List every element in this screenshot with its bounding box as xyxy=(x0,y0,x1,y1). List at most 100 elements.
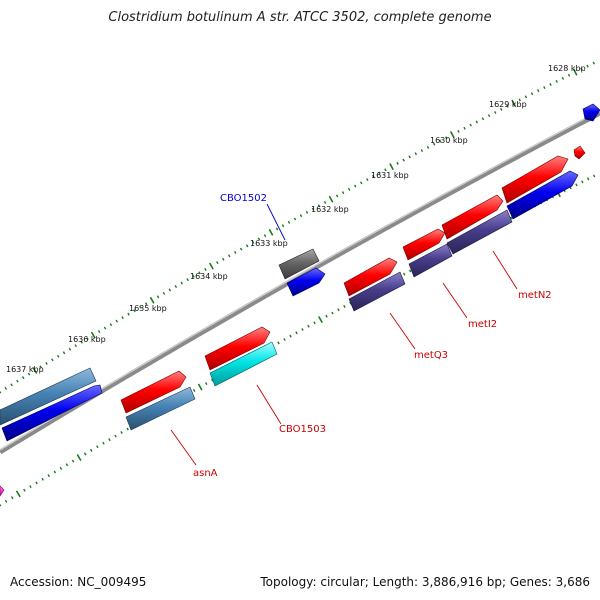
gene-feature[interactable] xyxy=(1,384,103,442)
minor-tick xyxy=(475,120,479,124)
minor-tick xyxy=(317,204,321,208)
minor-tick xyxy=(337,308,340,312)
minor-tick xyxy=(10,383,13,387)
minor-tick xyxy=(277,341,280,345)
scale-label: 1634 kbp xyxy=(190,272,228,281)
major-tick xyxy=(328,195,334,203)
minor-tick xyxy=(293,217,297,221)
minor-tick xyxy=(287,220,291,224)
minor-tick xyxy=(402,272,406,276)
scale-label: 1632 kbp xyxy=(311,205,349,214)
gene-label-metq3[interactable]: metQ3 xyxy=(414,350,448,361)
minor-tick xyxy=(323,200,327,204)
map-title: Clostridium botulinum A str. ATCC 3502, … xyxy=(108,10,492,25)
minor-tick xyxy=(96,445,99,449)
gene-feature[interactable] xyxy=(582,103,600,122)
major-tick xyxy=(32,367,38,374)
minor-tick xyxy=(402,158,405,162)
minor-tick xyxy=(35,481,38,485)
gene-feature[interactable] xyxy=(343,257,398,297)
gene-feature[interactable] xyxy=(0,485,5,497)
gene-label-cbo1503[interactable]: CBO1503 xyxy=(279,424,326,435)
minor-tick xyxy=(16,379,19,383)
major-tick xyxy=(149,296,155,304)
minor-tick xyxy=(575,183,578,187)
minor-tick xyxy=(396,161,399,165)
minor-tick xyxy=(257,237,261,241)
gene-label-asna[interactable]: asnA xyxy=(193,468,218,479)
gene-feature[interactable] xyxy=(402,228,446,261)
gene-label-metn2[interactable]: metN2 xyxy=(518,290,552,301)
scale-label: 1636 kbp xyxy=(68,335,106,344)
minor-tick xyxy=(23,488,26,492)
minor-tick xyxy=(56,354,60,358)
gene-feature[interactable] xyxy=(408,243,453,278)
minor-tick xyxy=(59,466,63,470)
label-leaders xyxy=(170,203,518,466)
major-tick xyxy=(76,454,82,462)
minor-tick xyxy=(251,240,255,244)
gene-feature[interactable] xyxy=(120,370,187,414)
minor-tick xyxy=(121,316,124,320)
gene-labels: CBO1502 metN2 metI2 metQ3 CBO1503 asnA xyxy=(193,193,552,479)
minor-tick xyxy=(444,136,448,140)
gene-feature[interactable] xyxy=(0,367,97,426)
gene-label-cbo1502[interactable]: CBO1502 xyxy=(220,193,267,204)
minor-tick xyxy=(89,448,93,452)
minor-tick xyxy=(408,269,412,273)
minor-tick xyxy=(233,250,237,254)
minor-tick xyxy=(438,139,442,143)
minor-tick xyxy=(127,312,130,316)
minor-tick xyxy=(295,331,298,335)
minor-tick xyxy=(524,95,528,99)
gene-feature[interactable] xyxy=(573,145,586,160)
minor-tick xyxy=(457,129,460,133)
minor-tick xyxy=(536,89,540,93)
gene-feature[interactable] xyxy=(204,326,271,371)
minor-tick xyxy=(10,496,14,500)
major-tick xyxy=(197,383,203,391)
gene-feature[interactable] xyxy=(125,386,196,431)
minor-tick xyxy=(372,174,375,178)
minor-tick xyxy=(83,452,87,456)
minor-tick xyxy=(4,386,8,390)
gene-feature[interactable] xyxy=(501,155,569,204)
minor-tick xyxy=(289,334,292,338)
minor-tick xyxy=(493,110,497,114)
minor-tick xyxy=(156,295,160,299)
minor-tick xyxy=(580,67,583,71)
minor-tick xyxy=(115,319,119,323)
scale-label: 1629 kbp xyxy=(489,100,527,109)
minor-tick xyxy=(86,337,89,341)
minor-tick xyxy=(420,149,424,153)
minor-tick xyxy=(378,171,381,175)
major-tick xyxy=(389,163,394,171)
gene-feature[interactable] xyxy=(278,248,320,280)
gene-feature[interactable] xyxy=(506,170,579,220)
minor-tick xyxy=(192,274,195,278)
scale-label: 1631 kbp xyxy=(371,171,409,180)
gene-feature[interactable] xyxy=(441,194,504,240)
minor-tick xyxy=(263,234,267,238)
minor-tick xyxy=(221,257,225,261)
gene-label-meti2[interactable]: metI2 xyxy=(468,319,497,330)
minor-tick xyxy=(139,305,142,309)
minor-tick xyxy=(109,323,113,327)
minor-tick xyxy=(120,431,123,434)
major-tick xyxy=(90,331,96,339)
gene-feature[interactable] xyxy=(348,271,406,312)
minor-tick xyxy=(102,441,105,445)
minor-tick xyxy=(133,309,136,313)
gene-feature[interactable] xyxy=(446,209,513,255)
minor-tick xyxy=(414,152,418,156)
minor-tick xyxy=(581,180,584,184)
gene-feature[interactable] xyxy=(286,267,326,297)
minor-tick xyxy=(39,365,42,369)
minor-tick xyxy=(311,207,315,211)
gene-feature[interactable] xyxy=(209,341,278,387)
minor-tick xyxy=(335,194,339,198)
topology-text: Topology: circular; Length: 3,886,916 bp… xyxy=(260,575,590,589)
minor-tick xyxy=(487,114,491,118)
minor-tick xyxy=(353,184,357,188)
